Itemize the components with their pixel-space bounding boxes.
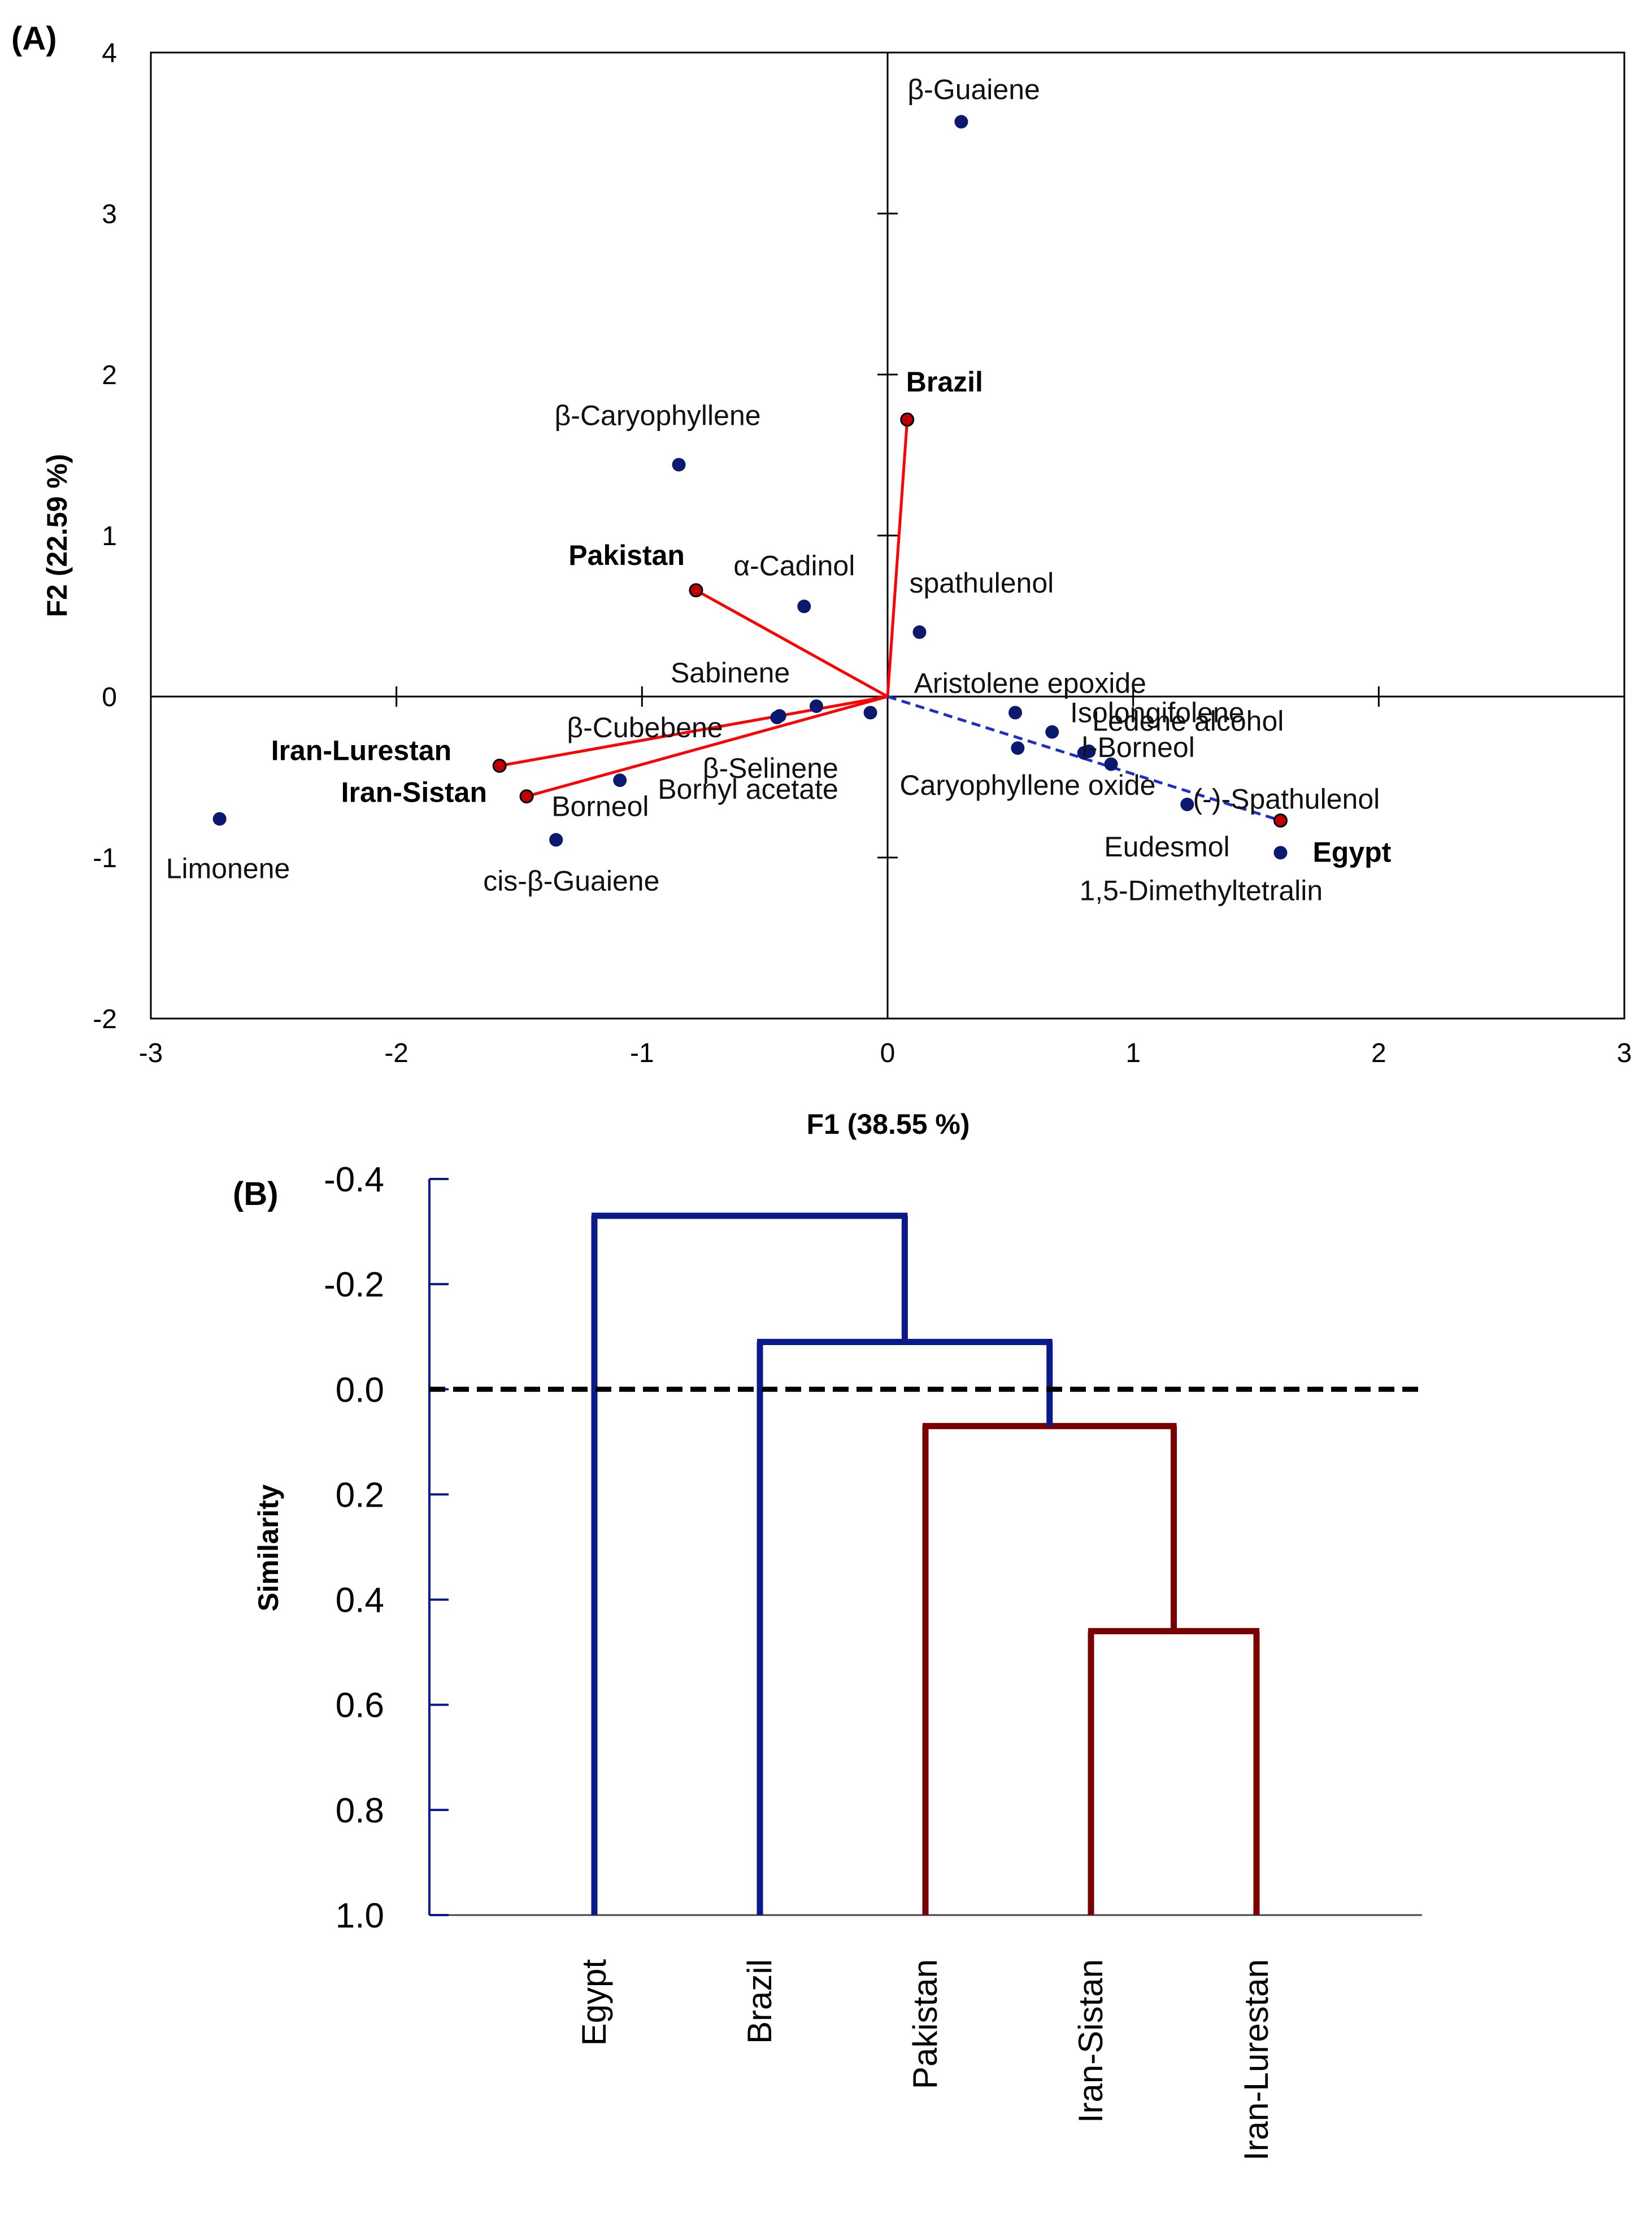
y-tick-label: 2 <box>102 360 117 390</box>
point-1-5-dimethyltetralin <box>1273 846 1288 860</box>
point-cadinol <box>797 599 811 614</box>
panel-b-dendrogram: -0.4 -0.2 0.0 0.2 0.4 0.6 0.8 1.0 Egypt Brazil Pak… <box>324 1160 1422 2161</box>
y-tick-label: -2 <box>93 1004 117 1034</box>
x-tick-label: 2 <box>1371 1038 1386 1068</box>
endpoint-brazil <box>900 412 915 427</box>
x-tick-label: -1 <box>630 1038 654 1068</box>
point-spathulenol <box>1104 757 1118 771</box>
endpoint-pakistan <box>689 583 703 598</box>
leaf-label-egypt: Egypt <box>575 1959 613 2046</box>
vector-pakistan <box>695 589 889 698</box>
label-limonene: Limonene <box>166 853 290 885</box>
vector-iran-sistan <box>526 695 888 798</box>
panel-b-label: (B) <box>233 1176 279 1212</box>
label-pakistan: Pakistan <box>568 539 685 571</box>
panel-a-xlabel: F1 (38.55 %) <box>806 1108 970 1140</box>
x-tick-label: -2 <box>384 1038 408 1068</box>
y-tick-label: 0.0 <box>336 1370 384 1409</box>
label-iran-lurestan: Iran-Lurestan <box>271 735 452 767</box>
y-tick-label: 0.6 <box>336 1686 384 1725</box>
label-selinene: β-Selinene <box>703 752 838 784</box>
y-tick-label: -1 <box>93 843 117 873</box>
panel-a-label: (A) <box>11 20 57 57</box>
label-cadinol: α-Cadinol <box>733 550 855 581</box>
label-ledene-alcohol: Ledene alcohol <box>1092 706 1284 737</box>
y-tick-label: -0.4 <box>324 1160 384 1199</box>
endpoint-iran-sistan <box>519 789 534 804</box>
label-cubebene: β-Cubebene <box>567 712 723 743</box>
label-iran-sistan: Iran-Sistan <box>341 777 487 808</box>
y-tick-label: -0.2 <box>324 1265 384 1304</box>
x-tick-label: -3 <box>139 1038 163 1068</box>
leaf-label-brazil: Brazil <box>741 1959 779 2044</box>
point-cis-guaiene <box>549 833 563 847</box>
point-caryophyllene <box>672 458 686 472</box>
leaf-label-iran-lurestan: Iran-Lurestan <box>1237 1959 1275 2161</box>
label-isolongifolene: Isolongifolene <box>1070 697 1245 729</box>
panel-b-ylabel: Similarity <box>253 1484 284 1611</box>
x-tick-label: 3 <box>1617 1038 1632 1068</box>
endpoint-iran-lurestan <box>492 759 507 773</box>
endpoint-egypt <box>1273 813 1288 828</box>
label-spathulenol: spathulenol <box>910 567 1054 599</box>
y-tick-label: 4 <box>102 38 117 68</box>
x-tick-label: 1 <box>1125 1038 1141 1068</box>
label-spathulenol: (-)-Spathulenol <box>1193 784 1380 815</box>
point-ledene-alcohol <box>1045 725 1059 739</box>
label-caryophyllene-oxide: Caryophyllene oxide <box>899 769 1155 801</box>
point-sabinene <box>809 699 823 713</box>
label-l-borneol: l-Borneol <box>1082 732 1195 763</box>
point-bornyl-acetate <box>613 773 627 787</box>
point-eudesmol <box>1180 797 1194 811</box>
leaf-label-pakistan: Pakistan <box>906 1959 944 2089</box>
vector-brazil <box>886 419 909 697</box>
y-tick-label: 1.0 <box>336 1896 384 1935</box>
panel-a-ylabel: F2 (22.59 %) <box>41 454 73 617</box>
label-aristolene-epoxide: Aristolene epoxide <box>914 668 1146 699</box>
vector-iran-lurestan <box>499 695 888 768</box>
point-spathulenol <box>912 625 927 639</box>
label-sabinene: Sabinene <box>671 657 790 689</box>
y-tick-label: 0 <box>102 682 117 712</box>
point-caryophyllene-oxide <box>1011 741 1025 755</box>
label-1-5-dimethyltetralin: 1,5-Dimethyltetralin <box>1079 874 1323 906</box>
label-egypt: Egypt <box>1312 836 1391 868</box>
y-tick-label: 0.4 <box>336 1581 384 1620</box>
x-tick-label: 0 <box>880 1038 895 1068</box>
label-caryophyllene: β-Caryophyllene <box>555 400 761 432</box>
y-tick-label: 3 <box>102 199 117 229</box>
point-isolongifolene <box>1008 706 1023 720</box>
point-selinene <box>772 709 786 723</box>
label-brazil: Brazil <box>906 366 983 398</box>
label-eudesmol: Eudesmol <box>1104 831 1229 863</box>
point-aristolene-epoxide <box>863 706 877 720</box>
point-unlabeled <box>1082 744 1096 758</box>
y-tick-label: 0.8 <box>336 1791 384 1830</box>
y-tick-label: 1 <box>102 521 117 551</box>
point-limonene <box>212 812 227 826</box>
point-guaiene <box>954 115 968 129</box>
panel-a-biplot: -3 -2 -1 0 1 2 3 -2 -1 0 1 2 3 4 β-Guaiene β-Caryophyll… <box>93 38 1632 1068</box>
label-cis-guaiene: cis-β-Guaiene <box>483 865 659 897</box>
label-guaiene: β-Guaiene <box>907 74 1040 106</box>
label-borneol: Borneol <box>551 791 649 823</box>
label-bornyl-acetate: Bornyl acetate <box>658 773 838 805</box>
y-tick-label: 0.2 <box>336 1476 384 1515</box>
leaf-label-iran-sistan: Iran-Sistan <box>1072 1959 1110 2123</box>
